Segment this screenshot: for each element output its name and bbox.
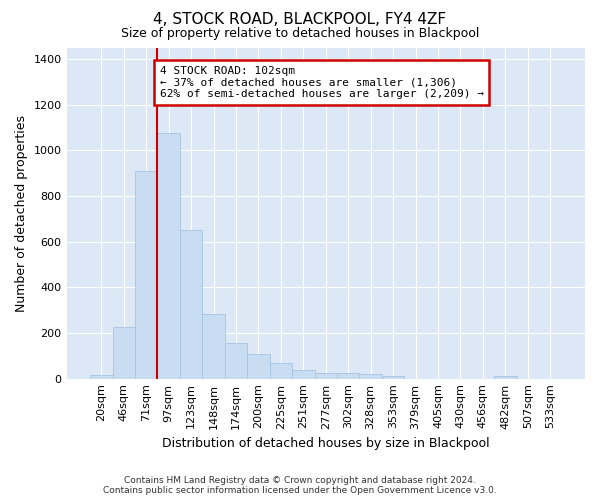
Bar xyxy=(359,374,382,378)
Bar xyxy=(314,372,337,378)
Bar xyxy=(269,362,292,378)
Bar xyxy=(135,171,157,378)
Bar xyxy=(382,376,404,378)
Bar xyxy=(494,376,517,378)
Bar xyxy=(292,370,314,378)
Bar xyxy=(247,354,269,378)
Text: 4 STOCK ROAD: 102sqm
← 37% of detached houses are smaller (1,306)
62% of semi-de: 4 STOCK ROAD: 102sqm ← 37% of detached h… xyxy=(160,66,484,99)
Bar xyxy=(225,342,247,378)
X-axis label: Distribution of detached houses by size in Blackpool: Distribution of detached houses by size … xyxy=(162,437,490,450)
Text: 4, STOCK ROAD, BLACKPOOL, FY4 4ZF: 4, STOCK ROAD, BLACKPOOL, FY4 4ZF xyxy=(154,12,446,28)
Bar xyxy=(113,328,135,378)
Bar xyxy=(157,133,180,378)
Bar xyxy=(337,374,359,378)
Bar xyxy=(202,314,225,378)
Bar xyxy=(180,230,202,378)
Text: Contains HM Land Registry data © Crown copyright and database right 2024.
Contai: Contains HM Land Registry data © Crown c… xyxy=(103,476,497,495)
Bar xyxy=(90,375,113,378)
Y-axis label: Number of detached properties: Number of detached properties xyxy=(15,114,28,312)
Text: Size of property relative to detached houses in Blackpool: Size of property relative to detached ho… xyxy=(121,28,479,40)
